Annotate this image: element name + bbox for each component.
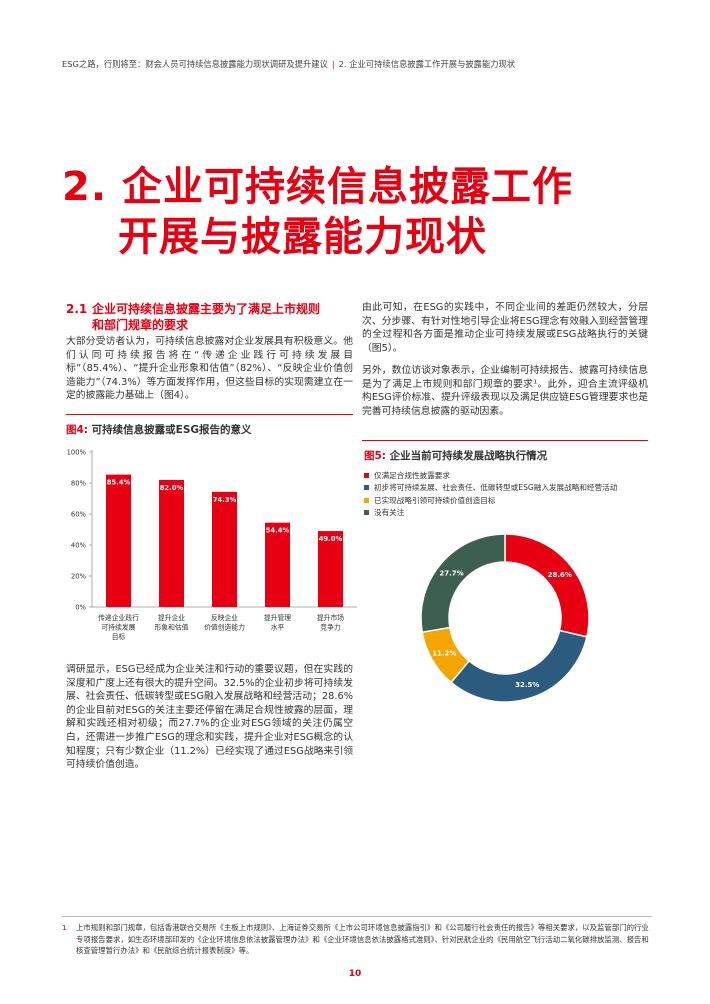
- section-heading-line2: 和部门规章的要求: [92, 318, 189, 332]
- figure5-legend: 仅满足合规性披露要求 初步将可持续发展、社会责任、低碳转型或ESG融入发展战略和…: [364, 469, 617, 519]
- figure4-title-text: 可持续信息披露或ESG报告的意义: [91, 424, 252, 436]
- legend-item: 已实现战略引领可持续价值创造目标: [364, 494, 617, 507]
- donut-value-label: 27.7%: [439, 569, 463, 577]
- legend-swatch: [364, 485, 369, 491]
- x-tick-label: 传递企业践行: [98, 613, 139, 622]
- x-tick-label: 可持续发展: [102, 623, 136, 632]
- figure5-top-rule: [362, 440, 648, 441]
- legend-item: 没有关注: [364, 507, 617, 520]
- chapter-title-line1: 2. 企业可持续信息披露工作: [62, 164, 573, 210]
- y-tick-label: 80%: [71, 480, 87, 488]
- footnote-text: 上市规则和部门规章，包括香港联合交易所《主板上市规则》、上海证券交易所《上市公司…: [76, 923, 649, 955]
- bar: [212, 491, 237, 607]
- x-tick-label: 反映企业: [211, 613, 238, 622]
- paragraph-survey-findings: 调研显示，ESG已经成为企业关注和行动的重要议题，但在实践的深度和广度上还有很大…: [66, 664, 353, 771]
- chapter-title: 2. 企业可持续信息披露工作 开展与披露能力现状: [62, 162, 573, 262]
- figure4-label: 图4:: [66, 424, 89, 436]
- section-number: 2.1: [66, 302, 88, 316]
- y-tick-label: 20%: [71, 573, 87, 581]
- legend-label: 仅满足合规性披露要求: [374, 470, 450, 480]
- header-report-title: ESG之路，行则将至：财会人员可持续信息披露能力现状调研及提升建议: [62, 59, 328, 69]
- footnote: 1 上市规则和部门规章，包括香港联合交易所《主板上市规则》、上海证券交易所《上市…: [62, 922, 652, 957]
- header-separator: |: [331, 59, 335, 69]
- footnote-divider: [62, 916, 652, 917]
- donut-value-label: 11.2%: [432, 649, 456, 657]
- paragraph-esg-gap: 由此可知，在ESG的实践中，不同企业间的差距仍然较大，分层次、分步骤、有针对性地…: [362, 302, 648, 354]
- page-number: 10: [348, 969, 362, 979]
- x-tick-label: 价值创造能力: [204, 623, 245, 632]
- legend-label: 初步将可持续发展、社会责任、低碳转型或ESG融入发展战略和经营活动: [374, 483, 618, 493]
- donut-slice: [504, 533, 590, 638]
- bar: [265, 522, 290, 607]
- y-tick-label: 100%: [67, 449, 87, 457]
- figure4-top-rule: [66, 414, 353, 415]
- paragraph-intro: 大部分受访者认为，可持续信息披露对企业发展具有积极意义。他们认同可持续报告将在“…: [66, 336, 353, 402]
- donut-value-label: 32.5%: [515, 681, 539, 689]
- figure4-title: 图4: 可持续信息披露或ESG报告的意义: [66, 422, 252, 437]
- x-tick-label: 提升市场: [317, 613, 344, 622]
- legend-label: 已实现战略引领可持续价值创造目标: [374, 495, 496, 505]
- footnote-number: 1: [62, 923, 67, 932]
- paragraph-interviews: 另外，数位访谈对象表示，企业编制可持续报告、披露可持续信息是为了满足上市规则和部…: [362, 365, 648, 417]
- section-heading: 2.1 企业可持续信息披露主要为了满足上市规则 和部门规章的要求: [66, 301, 356, 333]
- bar-value-label: 85.4%: [107, 479, 131, 487]
- x-tick-label: 提升企业: [158, 613, 185, 622]
- legend-item: 初步将可持续发展、社会责任、低碳转型或ESG融入发展战略和经营活动: [364, 482, 617, 495]
- figure5-title: 图5: 企业当前可持续发展战略执行情况: [364, 448, 547, 463]
- figure5-donut-chart: 28.6% 32.5% 11.2% 27.7%: [420, 533, 590, 703]
- bar-value-label: 82.0%: [160, 484, 184, 492]
- running-header: ESG之路，行则将至：财会人员可持续信息披露能力现状调研及提升建议 | 2. 企业可…: [62, 58, 515, 70]
- donut-slice: [449, 629, 588, 703]
- donut-value-label: 28.6%: [548, 571, 572, 579]
- x-tick-label: 提升管理: [264, 613, 291, 622]
- header-chapter-title: 2. 企业可持续信息披露工作开展与披露能力现状: [338, 59, 516, 69]
- donut-slice: [420, 533, 506, 634]
- legend-swatch: [364, 510, 369, 516]
- y-tick-label: 40%: [71, 542, 87, 550]
- figure5-title-text: 企业当前可持续发展战略执行情况: [389, 450, 548, 462]
- bar: [159, 479, 184, 607]
- bar-value-label: 74.3%: [213, 496, 237, 504]
- legend-item: 仅满足合规性披露要求: [364, 469, 617, 482]
- section-heading-line1: 企业可持续信息披露主要为了满足上市规则: [92, 302, 321, 316]
- y-tick-label: 60%: [71, 511, 87, 519]
- figure5-label: 图5:: [364, 450, 387, 462]
- x-tick-label: 竞争力: [320, 623, 341, 632]
- legend-swatch: [364, 497, 369, 503]
- y-tick-label: 0%: [75, 604, 86, 612]
- bar: [106, 474, 131, 607]
- x-tick-label: 水平: [271, 623, 285, 632]
- x-tick-label: 形象和估值: [155, 623, 189, 632]
- bar: [318, 531, 343, 607]
- legend-swatch: [364, 472, 369, 478]
- chapter-title-line2: 开展与披露能力现状: [118, 214, 487, 260]
- legend-label: 没有关注: [374, 508, 405, 518]
- figure4-bar-chart: 0% 20% 40% 60% 80% 100% 85.4% 传递企业践行可持续发展目标 82.0…: [67, 449, 357, 641]
- bar-value-label: 54.4%: [266, 527, 290, 535]
- bar-value-label: 49.0%: [319, 535, 343, 543]
- x-tick-label: 目标: [112, 632, 126, 641]
